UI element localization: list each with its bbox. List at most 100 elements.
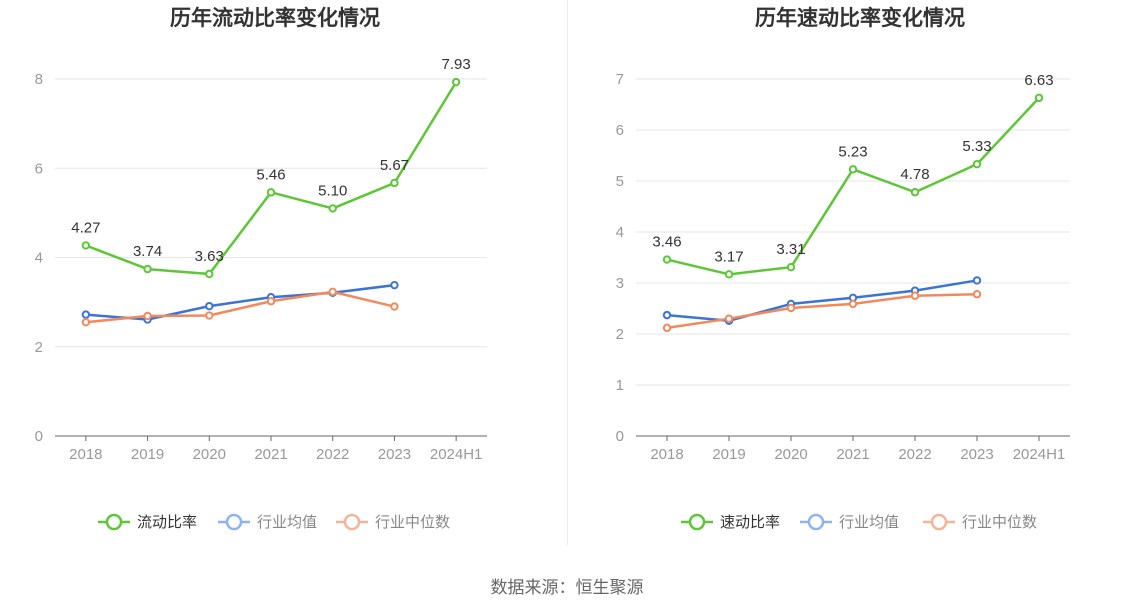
current-ratio-chart-svg: 历年流动比率变化情况 0 2 4 6 8 2018 2019 2020 2021 2022 2023 2… — [35, 6, 487, 531]
y-tick-label: 3 — [616, 275, 624, 292]
data-point-median[interactable] — [390, 302, 399, 311]
data-point-median[interactable] — [786, 303, 796, 313]
legend-marker — [807, 513, 825, 531]
x-tick-label: 2019 — [712, 446, 745, 463]
y-tick-label: 2 — [35, 339, 43, 356]
series-line-avg — [85, 283, 395, 321]
series-line-median — [666, 292, 978, 330]
legend-marker — [343, 513, 361, 531]
current-ratio-chart: 历年流动比率变化情况 0 2 4 6 8 2018 2019 2020 2021 2022 2023 2… — [0, 0, 567, 560]
data-point-main[interactable] — [662, 255, 672, 264]
data-point-avg[interactable] — [972, 276, 982, 285]
legend-item-median[interactable]: 行业中位数 — [336, 513, 450, 531]
data-label: 7.93 — [442, 56, 471, 73]
data-label: 6.63 — [1024, 72, 1053, 89]
data-point-avg[interactable] — [662, 310, 672, 320]
data-source-note: 数据来源：恒生聚源 — [490, 578, 644, 597]
y-tick-label: 4 — [35, 250, 43, 267]
data-label: 5.23 — [838, 143, 867, 160]
data-label: 5.10 — [318, 182, 347, 199]
data-point-avg[interactable] — [81, 310, 91, 319]
x-tick-label: 2020 — [193, 446, 226, 463]
data-label: 5.67 — [380, 157, 409, 174]
x-tick-label: 2019 — [131, 446, 164, 463]
y-tick-label: 8 — [35, 71, 43, 88]
legend-label: 行业均值 — [839, 514, 899, 531]
y-tick-label: 0 — [616, 428, 624, 445]
chart-title: 历年速动比率变化情况 — [755, 6, 965, 30]
y-tick-label: 1 — [616, 377, 624, 394]
series-line-avg — [666, 279, 978, 322]
data-point-median[interactable] — [266, 297, 276, 306]
legend-label: 行业中位数 — [962, 514, 1037, 531]
data-point-median[interactable] — [205, 311, 214, 320]
x-tick-label: 2020 — [774, 446, 807, 463]
data-point-median[interactable] — [81, 318, 91, 327]
x-tick-label: 2022 — [316, 446, 349, 463]
data-point-main[interactable] — [81, 241, 91, 250]
data-label: 4.27 — [71, 219, 100, 236]
legend-label: 流动比率 — [137, 514, 197, 531]
data-label: 3.17 — [714, 248, 743, 265]
legend-item-main[interactable]: 流动比率 — [98, 513, 197, 531]
quick-ratio-chart: 历年速动比率变化情况 0 1 2 3 4 5 6 7 2018 2019 2020 2021 2022 20… — [568, 0, 1134, 560]
data-point-main[interactable] — [786, 262, 796, 272]
legend-marker — [105, 513, 123, 531]
data-point-main[interactable] — [451, 77, 461, 87]
data-point-median[interactable] — [143, 311, 152, 321]
data-label: 4.78 — [900, 166, 929, 183]
x-tick-label: 2023 — [960, 446, 993, 463]
data-label: 3.74 — [133, 243, 162, 260]
legend-marker — [225, 513, 243, 531]
data-point-main[interactable] — [205, 269, 214, 279]
quick-ratio-chart-svg: 历年速动比率变化情况 0 1 2 3 4 5 6 7 2018 2019 2020 2021 2022 20… — [616, 6, 1070, 531]
x-tick-label: 2023 — [378, 446, 411, 463]
data-point-main[interactable] — [1034, 93, 1044, 103]
x-tick-label: 2024H1 — [1013, 446, 1066, 463]
data-point-avg[interactable] — [390, 280, 399, 290]
data-point-median[interactable] — [972, 290, 982, 299]
x-tick-label: 2018 — [650, 446, 683, 463]
panel-divider — [567, 0, 568, 545]
data-point-main[interactable] — [390, 178, 399, 188]
legend-item-median[interactable]: 行业中位数 — [923, 513, 1037, 531]
data-label: 3.46 — [652, 234, 681, 251]
data-label: 5.46 — [256, 166, 285, 183]
data-point-main[interactable] — [328, 204, 337, 213]
data-point-median[interactable] — [328, 287, 337, 297]
data-point-main[interactable] — [910, 188, 920, 197]
x-tick-label: 2021 — [836, 446, 869, 463]
data-point-main[interactable] — [848, 165, 858, 174]
y-tick-label: 6 — [616, 122, 624, 139]
x-tick-label: 2022 — [898, 446, 931, 463]
y-tick-label: 6 — [35, 160, 43, 177]
x-tick-label: 2018 — [69, 446, 102, 463]
legend-item-avg[interactable]: 行业均值 — [800, 513, 899, 531]
data-point-main[interactable] — [972, 159, 982, 169]
y-tick-label: 5 — [616, 173, 624, 190]
data-point-median[interactable] — [662, 323, 672, 333]
y-tick-label: 7 — [616, 71, 624, 88]
legend-label: 行业均值 — [257, 514, 317, 531]
x-tick-label: 2024H1 — [430, 446, 483, 463]
data-point-main[interactable] — [143, 264, 152, 274]
data-point-main[interactable] — [266, 188, 276, 197]
data-point-median[interactable] — [910, 291, 920, 300]
series-line-median — [85, 290, 395, 324]
data-point-median[interactable] — [724, 314, 734, 323]
data-point-median[interactable] — [848, 299, 858, 309]
legend-marker — [930, 513, 948, 531]
legend-item-main[interactable]: 速动比率 — [681, 513, 780, 531]
legend-label: 行业中位数 — [375, 514, 450, 531]
data-label: 3.63 — [195, 248, 224, 265]
data-label: 3.31 — [776, 241, 805, 258]
legend-marker — [688, 513, 706, 531]
x-tick-label: 2021 — [254, 446, 287, 463]
legend-label: 速动比率 — [720, 514, 780, 531]
legend-item-avg[interactable]: 行业均值 — [218, 513, 317, 531]
data-point-avg[interactable] — [205, 301, 214, 311]
data-point-main[interactable] — [724, 270, 734, 279]
y-tick-label: 0 — [35, 428, 43, 445]
data-label: 5.33 — [962, 138, 991, 155]
chart-title: 历年流动比率变化情况 — [170, 6, 380, 30]
